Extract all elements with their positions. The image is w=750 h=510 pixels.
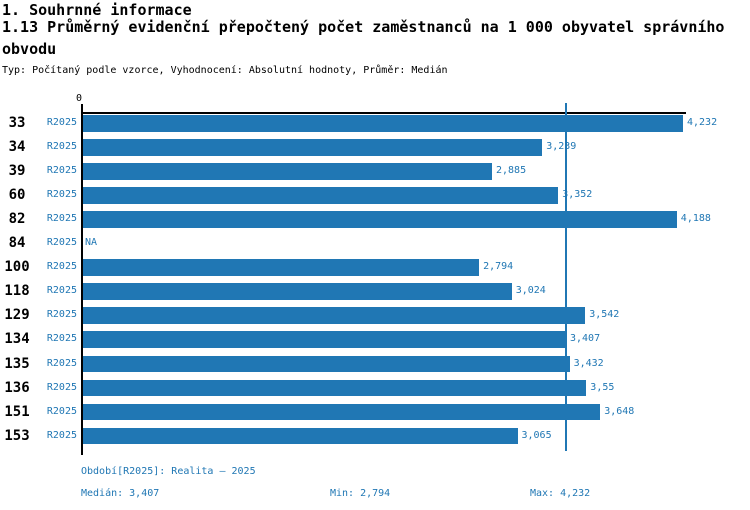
bar (83, 163, 492, 180)
row-category-label: 39 (8, 163, 26, 180)
bar-value-label: 3,648 (604, 405, 635, 417)
chart-row: 82 R2025 4,188 (0, 211, 750, 228)
stat-max-label: Max: 4,232 (530, 488, 591, 499)
bar (83, 211, 677, 228)
chart-row: 151 R2025 3,648 (0, 403, 750, 421)
stat-median-label: Medián: 3,407 (81, 488, 160, 499)
stat-min-label: Min: 2,794 (330, 488, 391, 499)
row-series-label: R2025 (46, 381, 77, 393)
row-category-label: 118 (4, 283, 30, 300)
bar (83, 427, 518, 445)
row-category-label: 153 (4, 427, 30, 444)
section-title: 1. Souhrnné informace (2, 1, 192, 19)
row-series-label: R2025 (46, 141, 77, 153)
chart-row: 84 R2025 NA (0, 235, 750, 252)
indicator-title: 1.13 Průměrný evidenční přepočtený počet… (2, 18, 725, 58)
row-series-label: R2025 (46, 357, 77, 369)
bar-value-label: 3,407 (570, 333, 601, 345)
chart-row: 60 R2025 3,352 (0, 187, 750, 204)
row-category-label: 34 (8, 139, 26, 156)
chart-row: 136 R2025 3,55 (0, 379, 750, 397)
chart-row: 34 R2025 3,239 (0, 139, 750, 156)
bar-value-label: 3,239 (546, 141, 577, 153)
row-category-label: 136 (4, 379, 30, 396)
chart-row: 100 R2025 2,794 (0, 259, 750, 276)
bar (83, 187, 559, 204)
chart-meta-line: Typ: Počítaný podle vzorce, Vyhodnocení:… (2, 65, 448, 76)
bar (83, 259, 480, 276)
bar (83, 331, 566, 348)
row-category-label: 84 (8, 235, 26, 252)
bar-value-label: 3,432 (573, 357, 604, 369)
row-series-label: R2025 (46, 165, 77, 177)
period-label: Období[R2025]: Realita – 2025 (81, 466, 256, 477)
bar (83, 355, 570, 372)
row-category-label: 129 (4, 307, 30, 324)
bar-chart: 0 33 R2025 4,232 34 R2025 3,239 39 R2025 2,885 60… (0, 90, 750, 458)
row-series-label: R2025 (46, 237, 77, 249)
chart-row: 153 R2025 3,065 (0, 427, 750, 445)
row-series-label: R2025 (46, 261, 77, 273)
row-series-label: R2025 (46, 213, 77, 225)
median-reference-line (565, 103, 567, 451)
bar (83, 403, 601, 421)
bar (83, 379, 587, 397)
row-series-label: R2025 (46, 117, 77, 128)
chart-row: 129 R2025 3,542 (0, 307, 750, 324)
row-category-label: 135 (4, 355, 30, 372)
row-series-label: R2025 (46, 429, 77, 441)
chart-row: 134 R2025 3,407 (0, 331, 750, 348)
row-category-label: 60 (8, 187, 26, 204)
bar (83, 139, 543, 156)
x-axis-origin-tick-label: 0 (76, 93, 83, 104)
row-series-label: R2025 (46, 405, 77, 417)
row-category-label: 100 (4, 259, 30, 276)
bar-value-label: 4,188 (680, 213, 711, 225)
bar (83, 283, 512, 300)
row-category-label: 134 (4, 331, 30, 348)
bar-value-label: 3,352 (562, 189, 593, 201)
y-axis-line (81, 104, 83, 455)
chart-row: 118 R2025 3,024 (0, 283, 750, 300)
bar-value-label: 4,232 (687, 117, 718, 128)
bar-value-label: 2,794 (483, 261, 514, 273)
bar (83, 307, 586, 324)
bar-na-label: NA (85, 237, 98, 249)
row-series-label: R2025 (46, 333, 77, 345)
chart-row: 39 R2025 2,885 (0, 163, 750, 180)
row-series-label: R2025 (46, 285, 77, 297)
bar-value-label: 2,885 (496, 165, 527, 177)
bar-value-label: 3,024 (515, 285, 546, 297)
bar-value-label: 3,542 (589, 309, 620, 321)
row-series-label: R2025 (46, 309, 77, 321)
x-axis-line (81, 112, 686, 114)
row-series-label: R2025 (46, 189, 77, 201)
bar (83, 115, 683, 132)
row-category-label: 151 (4, 403, 30, 420)
chart-row: 135 R2025 3,432 (0, 355, 750, 372)
row-category-label: 33 (8, 115, 26, 131)
bar-value-label: 3,065 (521, 429, 552, 441)
bar-value-label: 3,55 (590, 381, 615, 393)
chart-row: 33 R2025 4,232 (0, 115, 750, 132)
row-category-label: 82 (8, 211, 26, 228)
